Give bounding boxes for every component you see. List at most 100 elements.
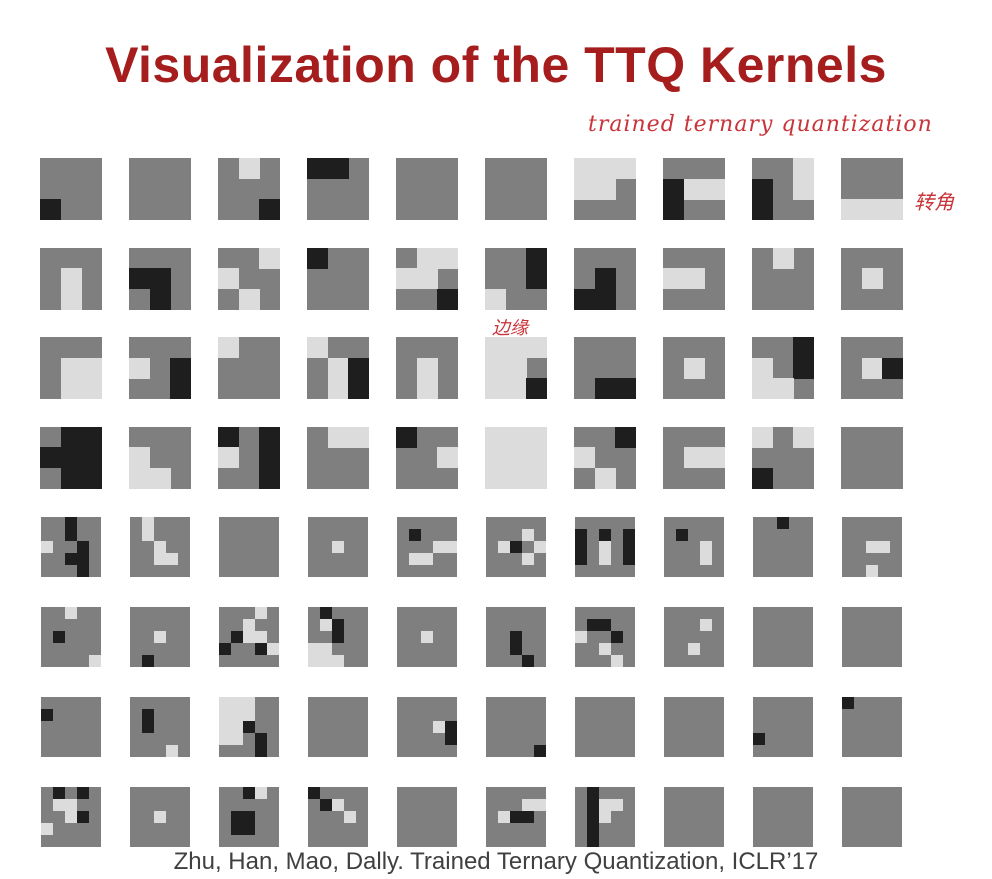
- kernel-cell-positive: [683, 447, 705, 469]
- kernel-cell-negative: [77, 811, 90, 824]
- kernel-cell-negative: [77, 553, 90, 566]
- kernel-cell-negative: [594, 268, 616, 290]
- kernel-5x5: [130, 607, 190, 668]
- kernel-3x3: [129, 247, 191, 310]
- kernel-cell-positive: [772, 247, 794, 269]
- kernel-cell-positive: [267, 643, 280, 656]
- kernel-cell-positive: [81, 378, 103, 400]
- kernel-cell-positive: [498, 811, 511, 824]
- kernel-cell-positive: [327, 378, 349, 400]
- kernel-cell-negative: [218, 426, 240, 448]
- kernel-cell-negative: [231, 823, 244, 836]
- kernel-cell-negative: [348, 357, 370, 379]
- kernel-cell-negative: [574, 288, 596, 310]
- kernel-cell-negative: [149, 288, 171, 310]
- kernel-cell-positive: [611, 799, 624, 812]
- kernel-5x5: [397, 517, 458, 577]
- kernel-cell-positive: [320, 655, 333, 668]
- kernel-3x3: [129, 426, 191, 489]
- kernel-3x3: [485, 426, 548, 489]
- kernel-cell-negative: [587, 835, 600, 848]
- kernel-cell-positive: [409, 553, 422, 566]
- kernel-cell-positive: [861, 357, 883, 379]
- kernel-cell-negative: [599, 619, 612, 632]
- kernel-cell-negative: [81, 467, 103, 489]
- kernel-3x3: [574, 426, 637, 489]
- kernel-cell-negative: [522, 811, 535, 824]
- kernel-cell-positive: [243, 619, 256, 632]
- kernel-cell-negative: [81, 447, 103, 469]
- kernel-cell-positive: [243, 709, 256, 722]
- kernel-cell-negative: [259, 467, 281, 489]
- kernel-cell-positive: [231, 733, 244, 746]
- kernel-cell-positive: [243, 697, 256, 710]
- kernel-cell-negative: [243, 787, 256, 800]
- kernel-cell-positive: [154, 553, 167, 566]
- kernel-cell-positive: [41, 541, 54, 554]
- kernel-cell-positive: [348, 426, 370, 448]
- kernel-cell-negative: [243, 721, 256, 734]
- kernel-3x3: [485, 158, 547, 220]
- kernel-cell-negative: [129, 268, 151, 290]
- kernel-cell-negative: [255, 643, 268, 656]
- kernel-5x5: [753, 517, 813, 577]
- kernel-5x5: [575, 697, 635, 757]
- kernel-cell-positive: [60, 288, 82, 310]
- kernel-3x3: [574, 247, 636, 310]
- kernel-cell-negative: [510, 811, 523, 824]
- kernel-cell-positive: [154, 541, 167, 554]
- kernel-cell-negative: [396, 426, 418, 448]
- kernel-5x5: [842, 787, 902, 847]
- kernel-cell-negative: [243, 811, 256, 824]
- kernel-cell-negative: [170, 378, 192, 400]
- kernel-cell-positive: [166, 745, 179, 758]
- kernel-cell-negative: [231, 811, 244, 824]
- kernel-cell-negative: [332, 631, 345, 644]
- kernel-cell-positive: [594, 467, 616, 489]
- kernel-cell-positive: [526, 467, 548, 489]
- kernel-cell-negative: [255, 745, 268, 758]
- kernel-5x5: [664, 607, 724, 667]
- kernel-cell-positive: [505, 447, 527, 469]
- kernel-3x3: [663, 426, 726, 489]
- kernel-cell-positive: [332, 655, 345, 668]
- kernel-cell-negative: [142, 709, 155, 722]
- kernel-cell-positive: [238, 158, 260, 180]
- kernel-cell-negative: [752, 467, 774, 489]
- kernel-cell-positive: [599, 811, 612, 824]
- kernel-cell-negative: [255, 733, 268, 746]
- kernel-cell-negative: [149, 268, 171, 290]
- kernel-cell-negative: [882, 357, 904, 379]
- kernel-3x3: [129, 337, 192, 400]
- kernel-5x5: [842, 607, 902, 667]
- kernel-cell-positive: [416, 247, 438, 269]
- kernel-5x5: [130, 697, 190, 758]
- kernel-cell-negative: [587, 787, 600, 800]
- kernel-cell-positive: [683, 178, 705, 200]
- kernel-cell-positive: [129, 357, 151, 379]
- kernel-cell-positive: [41, 823, 54, 836]
- kernel-3x3: [396, 337, 458, 400]
- kernel-cell-negative: [77, 565, 90, 578]
- kernel-cell-negative: [594, 288, 616, 310]
- kernel-cell-positive: [218, 337, 240, 359]
- kernel-cell-negative: [332, 619, 345, 632]
- kernel-cell-positive: [218, 447, 240, 469]
- kernel-cell-negative: [327, 158, 349, 180]
- kernel-3x3: [752, 337, 815, 400]
- kernel-cell-positive: [526, 447, 548, 469]
- kernel-cell-positive: [700, 619, 713, 632]
- kernel-5x5: [486, 607, 546, 668]
- kernel-cell-negative: [40, 447, 62, 469]
- kernel-5x5: [753, 787, 813, 847]
- kernel-cell-positive: [752, 357, 774, 379]
- kernel-cell-positive: [599, 541, 612, 554]
- kernel-3x3: [752, 426, 815, 489]
- kernel-cell-positive: [308, 643, 321, 656]
- kernel-cell-positive: [89, 655, 102, 668]
- kernel-cell-negative: [60, 426, 82, 448]
- kernel-cell-negative: [752, 199, 774, 221]
- kernel-cell-positive: [142, 529, 155, 542]
- kernel-cell-negative: [142, 655, 155, 668]
- kernel-5x5: [219, 607, 280, 667]
